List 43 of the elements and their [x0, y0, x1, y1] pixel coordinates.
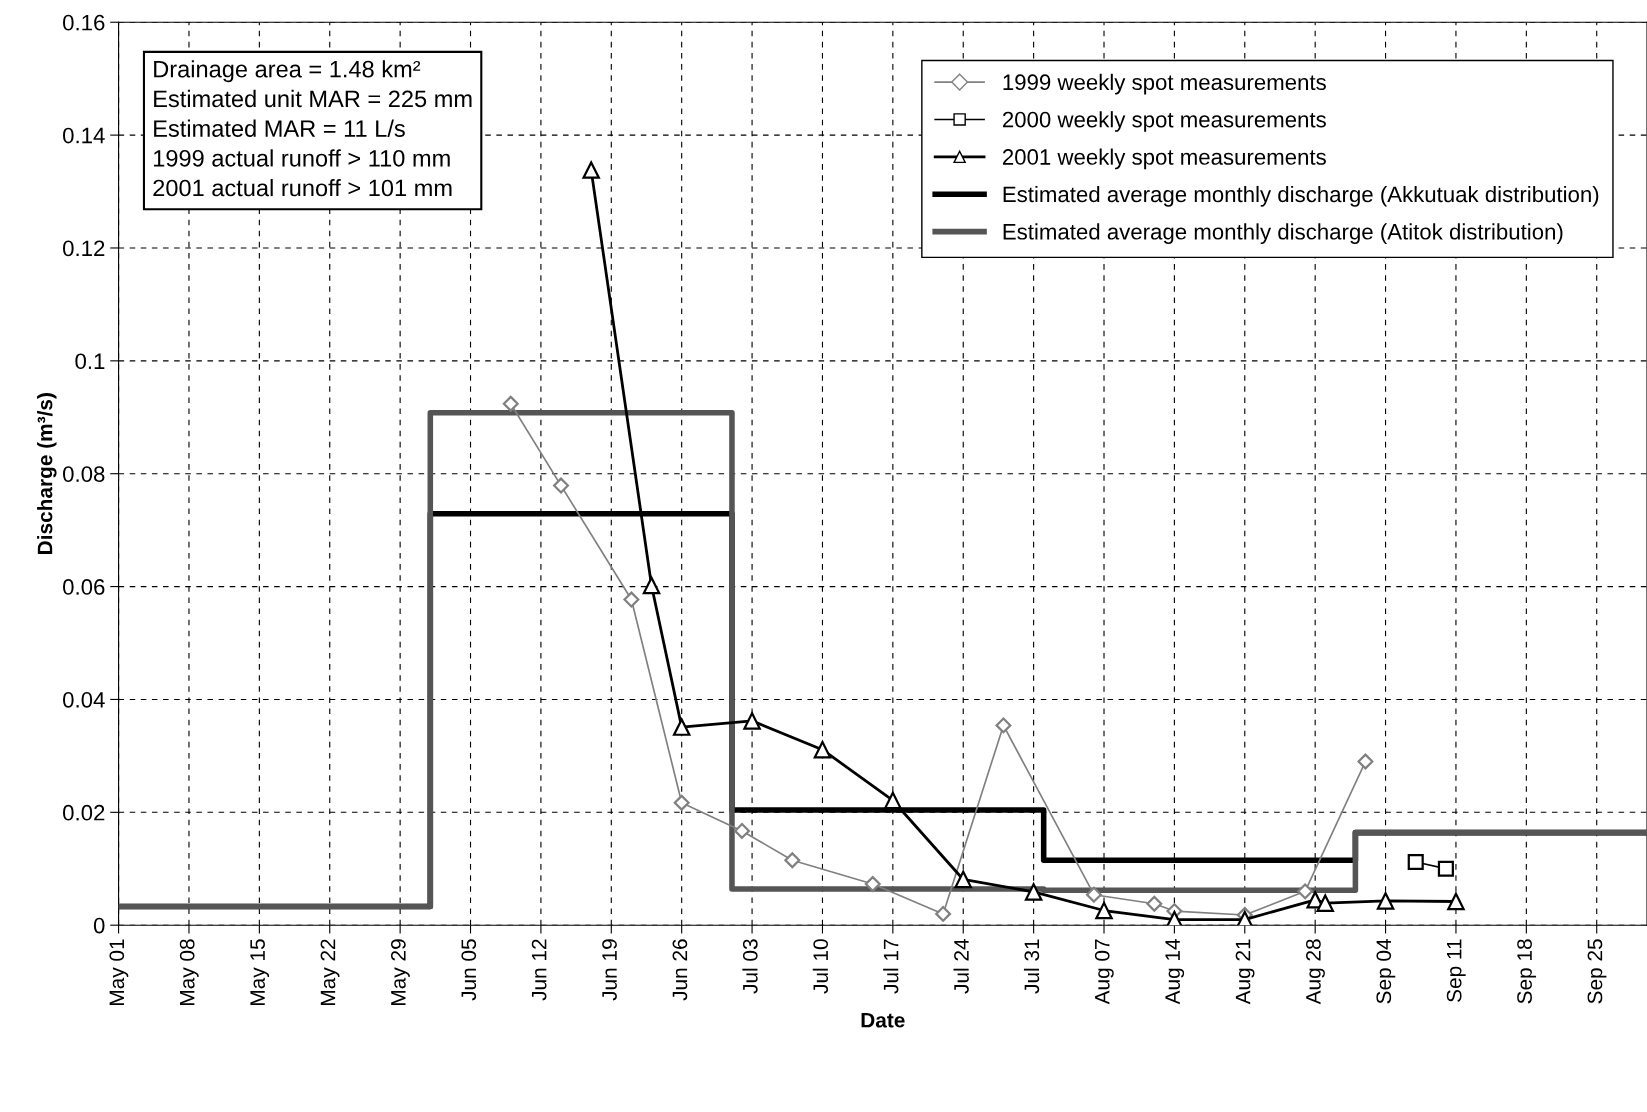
x-tick-label: Jun 26	[672, 939, 688, 1001]
x-axis-title: Date	[861, 1013, 905, 1028]
x-tick-label: Sep 04	[1376, 938, 1396, 1004]
annotation: Drainage area = 1.48 km²	[154, 60, 421, 83]
x-tick-label: May 08	[179, 939, 199, 1005]
x-tick-label: Aug 28	[1306, 939, 1325, 1005]
legend-label: 2000 weekly spot measurements	[1002, 111, 1326, 132]
y-tick-label: 0.1	[75, 353, 105, 370]
x-tick-label: Sep 11	[1446, 939, 1466, 1002]
x-tick-label: Jun 19	[602, 939, 617, 1001]
y-tick-label: 0.02	[63, 804, 105, 821]
y-tick-label: 0.04	[63, 691, 105, 708]
x-tick-label: Jun 05	[461, 939, 477, 1001]
x-tick-label: Sep 18	[1517, 939, 1537, 1004]
y-tick-label: 0.12	[63, 240, 105, 257]
y-tick-label: 0.14	[63, 127, 105, 144]
x-tick-label: Jul 03	[742, 939, 758, 994]
x-tick-label: Aug 14	[1165, 938, 1185, 1005]
legend-label: Estimated average monthly discharge (Akkutuak distribution)	[1003, 185, 1599, 207]
x-tick-label: Jun 12	[531, 939, 547, 1001]
legend-label: 1999 weekly spot measurements	[1003, 73, 1326, 95]
annotation: Estimated MAR = 11 L/s	[154, 119, 405, 137]
annotation: Estimated unit MAR = 225 mm	[154, 89, 472, 108]
x-tick-label: May 01	[109, 939, 129, 1005]
x-tick-label: Jul 24	[953, 938, 969, 994]
y-tick-label: 0.06	[63, 579, 105, 595]
y-axis-title: Discharge (m³/s)	[37, 393, 57, 554]
x-tick-label: Aug 07	[1094, 939, 1114, 1005]
x-tick-label: Jul 10	[812, 939, 829, 994]
legend-label: 2001 weekly spot measurements	[1002, 148, 1326, 170]
x-tick-label: May 22	[320, 939, 340, 1005]
x-tick-label: Jul 31	[1023, 939, 1040, 994]
x-tick-label: Jul 17	[883, 939, 899, 994]
x-tick-label: May 15	[250, 939, 270, 1005]
y-tick-label: 0.16	[63, 14, 105, 31]
x-tick-label: May 29	[390, 939, 410, 1005]
legend-label: Estimated average monthly discharge (Atitok distribution)	[1003, 223, 1563, 245]
y-tick-label: 0	[93, 917, 105, 934]
x-tick-label: Aug 21	[1235, 939, 1255, 1005]
annotation: 2001 actual runoff > 101 mm	[153, 179, 452, 197]
x-tick-label: Sep 25	[1587, 939, 1607, 1004]
y-tick-label: 0.08	[63, 466, 105, 482]
annotation: 1999 actual runoff > 110 mm	[154, 149, 450, 167]
